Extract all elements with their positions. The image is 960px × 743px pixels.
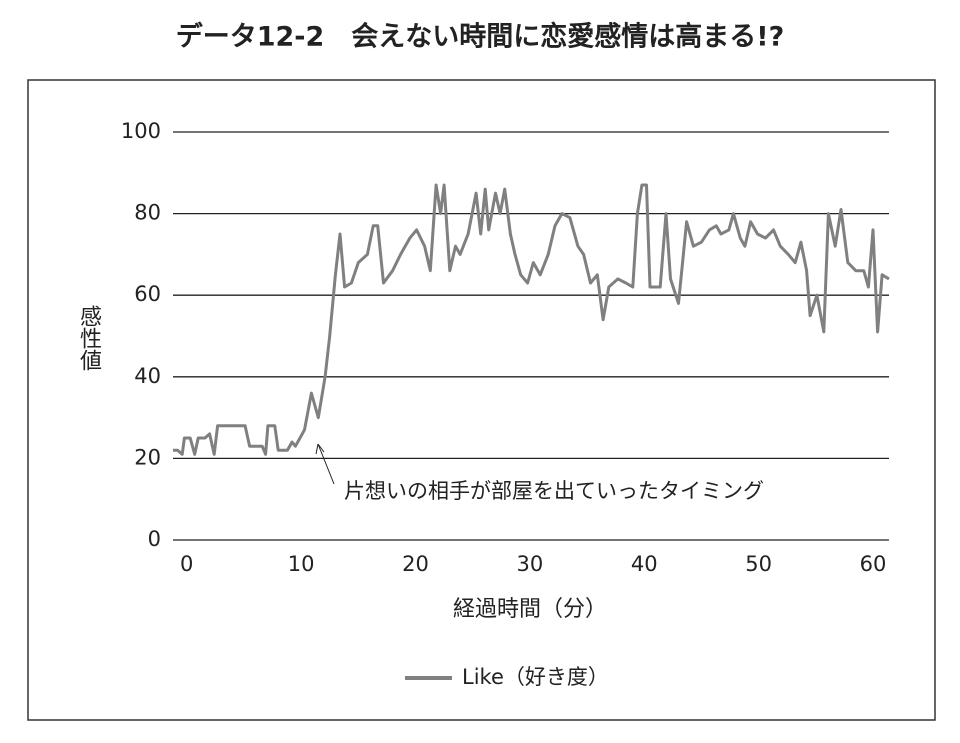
arrow-head <box>315 443 325 455</box>
legend-label: Like（好き度） <box>462 665 609 689</box>
x-tick-label: 40 <box>631 552 658 576</box>
x-tick-label: 50 <box>745 552 772 576</box>
y-tick-label: 100 <box>121 119 161 143</box>
chart-title: データ12-2 会えない時間に恋愛感情は高まる!? <box>176 21 785 53</box>
x-axis-label: 経過時間（分） <box>453 597 607 622</box>
annotation-arrow <box>317 443 335 485</box>
y-tick-label: 0 <box>148 527 161 551</box>
y-tick-label: 80 <box>134 201 161 225</box>
frame <box>27 79 936 721</box>
annotation: 片想いの相手が部屋を出ていったタイミング <box>344 479 764 503</box>
x-tick-label: 60 <box>860 552 887 576</box>
y-tick-label: 40 <box>134 364 161 388</box>
data-line <box>173 183 890 456</box>
x-tick-label: 0 <box>180 552 193 576</box>
x-tick-label: 10 <box>288 552 315 576</box>
y-tick-label: 20 <box>134 445 161 469</box>
x-tick-label: 20 <box>402 552 429 576</box>
x-tick-label: 30 <box>516 552 543 576</box>
y-axis-label: 感性値 <box>76 305 102 371</box>
y-tick-label: 60 <box>134 282 161 306</box>
